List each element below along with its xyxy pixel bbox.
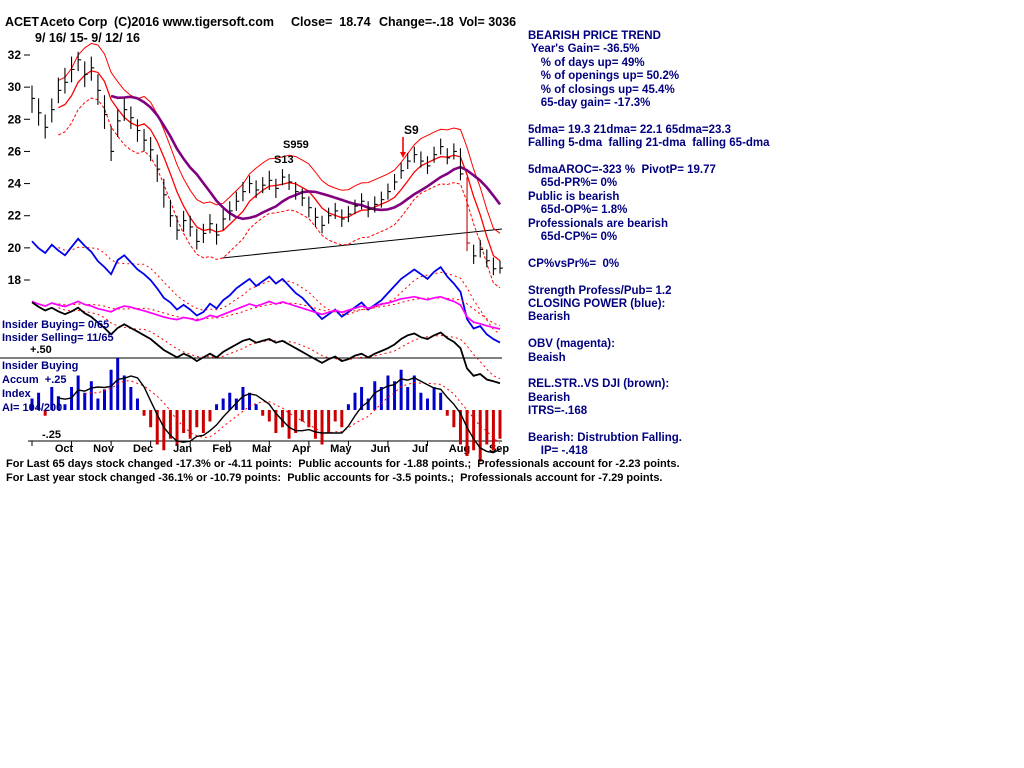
price-axis-label: 20 (8, 241, 22, 255)
price-axis-label: 18 (8, 273, 22, 287)
analysis-line: 65d-CP%= 0% (528, 231, 618, 244)
month-label: Oct (55, 443, 74, 455)
analysis-line: CP%vsPr%= 0% (528, 257, 620, 270)
accum-index-label-line4: AI= 104/200 (2, 402, 63, 414)
price-axis-label: 22 (8, 209, 22, 223)
analysis-line: Year's Gain= -36.5% (528, 43, 640, 56)
price-axis-label: 26 (8, 144, 22, 158)
analysis-line: 65d-OP%= 1.8% (528, 204, 628, 217)
sell-signal-arrow-head (400, 152, 406, 158)
obv-line (31, 295, 501, 330)
analysis-line: IP= -.418 (528, 445, 588, 458)
analysis-line (528, 151, 858, 164)
analysis-line: Falling 5-dma falling 21-dma falling 65-… (528, 137, 770, 150)
analysis-line: 65-day gain= -17.3% (528, 97, 651, 110)
ai-scale-plus50-label: +.50 (30, 344, 52, 356)
signal-label: S959 (283, 139, 309, 151)
month-label: Jun (371, 443, 391, 455)
accumulation-index-bars (30, 358, 502, 462)
analysis-line (528, 271, 858, 284)
signal-label: S9 (404, 123, 419, 137)
analysis-line: 65d-PR%= 0% (528, 177, 618, 190)
analysis-line: Bearish (528, 311, 571, 324)
moving-averages (58, 42, 502, 289)
price-axis-label: 28 (8, 112, 22, 126)
chart-frame (0, 357, 502, 442)
analysis-text-panel: BEARISH PRICE TREND Year's Gain= -36.5% … (528, 30, 858, 459)
analysis-line: BEARISH PRICE TREND (528, 30, 661, 42)
month-label: Feb (212, 443, 232, 455)
stock-chart-canvas: 32 30 28 26 24 22 20 18 Oct Nov Dec Jan Feb Mar Apr May… (0, 42, 509, 462)
accumulation-index-avg (58, 375, 501, 454)
price-axis-label: 32 (8, 48, 22, 62)
analysis-line (528, 110, 858, 123)
analysis-line: Public is bearish (528, 190, 620, 203)
price-axis-label: 24 (8, 177, 22, 191)
price-axis-label: 30 (8, 80, 22, 94)
summary-line-65-days: For Last 65 days stock changed -17.3% or… (6, 458, 680, 470)
copyright-text: (C)2016 www.tigersoft.com (114, 15, 274, 29)
analysis-line: Bearish: Distrubtion Falling. (528, 432, 682, 445)
analysis-line: REL.STR..VS DJI (brown): (528, 378, 670, 391)
month-label: Apr (292, 443, 312, 455)
summary-line-year: For Last year stock changed -36.1% or -1… (6, 472, 663, 484)
month-label: Nov (93, 443, 115, 455)
volume-value: Vol= 3036 (459, 15, 517, 29)
insider-selling-label: Insider Selling= 11/65 (2, 332, 114, 344)
analysis-line (528, 325, 858, 338)
analysis-line: Beaish (528, 351, 566, 364)
relative-strength-line (31, 301, 501, 385)
accum-index-label-line1: Insider Buying (2, 360, 79, 372)
month-label: Aug (449, 443, 470, 455)
month-axis: Oct Nov Dec Jan Feb Mar Apr May Jun Jul Aug Sep (31, 441, 509, 455)
analysis-line (528, 419, 858, 432)
price-bars (31, 51, 503, 276)
close-value: Close= 18.74 (291, 15, 371, 29)
month-label: Dec (133, 443, 153, 455)
insider-buying-label: Insider Buying= 0/65 (2, 319, 110, 331)
analysis-line: OBV (magenta): (528, 338, 615, 351)
month-label: Mar (252, 443, 272, 455)
analysis-line: Bearish (528, 391, 571, 404)
ticker-symbol: ACET (5, 15, 40, 29)
company-name: Aceto Corp (40, 15, 108, 29)
trendline (221, 228, 503, 259)
date-range: 9/ 16/ 15- 9/ 12/ 16 (35, 31, 140, 45)
analysis-line (528, 244, 858, 257)
analysis-line: % of openings up= 50.2% (528, 70, 680, 83)
analysis-line: ITRS=-.168 (528, 405, 588, 418)
month-label: Jul (412, 443, 428, 455)
analysis-line: 5dmaAROC=-323 % PivotP= 19.77 (528, 164, 716, 177)
accum-index-label-line2: Accum +.25 (2, 374, 67, 386)
month-label: May (330, 443, 352, 455)
signal-annotations: S959 S13 S9 (274, 123, 419, 166)
closing-power-line (31, 237, 501, 344)
analysis-line (528, 365, 858, 378)
signal-label: S13 (274, 154, 294, 166)
accum-index-label-line3: Index (2, 388, 31, 400)
month-label: Jan (173, 443, 192, 455)
analysis-line: CLOSING POWER (blue): (528, 298, 666, 311)
analysis-line: 5dma= 19.3 21dma= 22.1 65dma=23.3 (528, 123, 731, 136)
analysis-line: % of days up= 49% (528, 56, 645, 69)
analysis-line: % of closings up= 45.4% (528, 83, 675, 96)
analysis-line: Professionals are bearish (528, 217, 668, 230)
analysis-line: Strength Profess/Pub= 1.2 (528, 284, 672, 297)
price-axis: 32 30 28 26 24 22 20 18 (8, 48, 30, 287)
change-value: Change=-.18 (379, 15, 454, 29)
ai-scale-minus25-label: -.25 (42, 429, 61, 441)
